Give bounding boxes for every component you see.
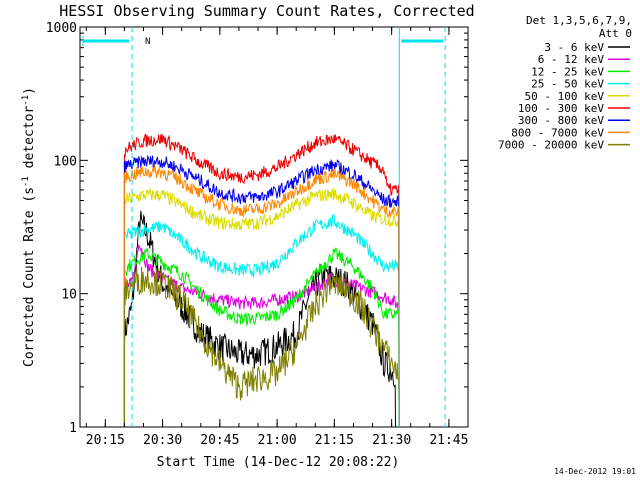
x-tick-label: 21:30 [372,433,411,448]
y-tick-label: 100 [54,154,77,169]
series-line-4 [123,187,400,428]
series-line-1 [123,243,400,428]
series-line-3 [123,213,400,428]
plot-frame [79,26,469,428]
x-tick-label: 20:30 [143,433,182,448]
y-axis-label: Corrected Count Rate (s-1 detector-1) [21,87,37,367]
legend-label: 12 - 25 keV [531,65,604,78]
x-tick-label: 21:45 [429,433,468,448]
series-line-6 [123,154,400,428]
legend-label: 7000 - 20000 keV [498,139,604,152]
y-tick-label: 1 [69,421,77,436]
timestamp: 14-Dec-2012 19:01 [554,467,636,476]
x-axis-label: Start Time (14-Dec-12 20:08:22) [157,455,400,470]
legend-label: 3 - 6 keV [544,41,604,54]
legend-label: 100 - 300 keV [518,102,604,115]
legend-label: 800 - 7000 keV [511,126,604,139]
legend-label: 300 - 800 keV [518,114,604,127]
series-line-2 [123,247,400,428]
legend-label: 6 - 12 keV [538,53,605,66]
y-tick-label: 10 [61,288,77,303]
chart-title: HESSI Observing Summary Count Rates, Cor… [59,2,474,20]
series-line-8 [123,266,400,428]
x-tick-label: 20:45 [200,433,239,448]
legend-header-1: Det 1,3,5,6,7,9, [526,14,632,27]
series-line-7 [123,165,400,428]
legend-label: 25 - 50 keV [531,78,604,91]
legend-header-2: Att 0 [599,27,632,40]
x-tick-label: 20:15 [86,433,125,448]
x-tick-label: 21:00 [258,433,297,448]
x-tick-label: 21:15 [315,433,354,448]
series-line-5 [123,133,400,428]
y-tick-label: 1000 [46,21,77,36]
annotation-n: N [145,37,150,47]
legend-label: 50 - 100 keV [525,90,605,103]
